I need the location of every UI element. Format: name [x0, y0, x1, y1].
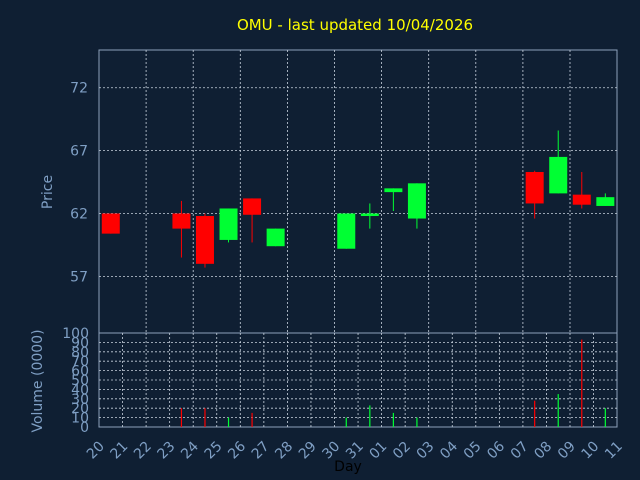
- candle-body: [101, 213, 120, 234]
- x-tick-label: 26: [225, 438, 249, 462]
- volume-tick-label: 100: [62, 326, 89, 342]
- price-tick-label: 72: [70, 81, 88, 97]
- candle-body: [337, 213, 356, 249]
- candle-body: [266, 228, 285, 247]
- price-tick-label: 57: [70, 269, 88, 285]
- candle-body: [360, 213, 379, 217]
- volume-tick-label: 80: [71, 345, 89, 361]
- candle-body: [525, 172, 544, 204]
- candle-body: [407, 183, 426, 219]
- grid-layer: [98, 49, 618, 428]
- x-tick-label: 03: [414, 439, 438, 463]
- x-tick-label: 04: [437, 438, 461, 462]
- volume-tick-label: 70: [71, 354, 89, 370]
- volume-tick-label: 30: [71, 392, 89, 408]
- candle-body: [384, 188, 403, 193]
- volume-tick-label: 10: [71, 411, 89, 427]
- chart-title: OMU - last updated 10/04/2026: [237, 16, 473, 34]
- x-tick-label: 28: [272, 439, 296, 463]
- volume-tick-label: 60: [71, 364, 89, 380]
- candle-body: [172, 213, 191, 229]
- x-tick-label: 10: [578, 439, 602, 463]
- candle-body: [572, 194, 591, 205]
- x-tick-label: 21: [107, 439, 131, 463]
- x-tick-label: 20: [84, 439, 108, 463]
- x-tick-label: 08: [531, 439, 555, 463]
- volume-tick-label: 50: [71, 373, 89, 389]
- x-tick-label: 22: [131, 439, 155, 463]
- volume-tick-label: 0: [80, 420, 89, 436]
- x-tick-label: 29: [296, 439, 320, 463]
- x-tick-label: 24: [178, 438, 202, 462]
- volume-axis-label: Volume (0000): [30, 329, 46, 432]
- candle-body: [243, 198, 262, 215]
- x-tick-label: 01: [367, 439, 391, 463]
- x-tick-label: 02: [390, 439, 414, 463]
- volume-tick-label: 90: [71, 335, 89, 351]
- x-tick-label: 27: [249, 439, 273, 463]
- x-tick-label: 06: [484, 438, 508, 462]
- volume-bars-layer: [180, 339, 606, 427]
- x-tick-label: 23: [155, 439, 179, 463]
- candle-body: [549, 156, 568, 194]
- x-tick-label: 11: [602, 439, 626, 463]
- x-axis-label: Day: [334, 459, 362, 475]
- x-tick-label: 25: [202, 439, 226, 463]
- x-tick-label: 05: [461, 439, 485, 463]
- price-tick-label: 62: [70, 207, 88, 223]
- volume-tick-label: 20: [71, 401, 89, 417]
- x-tick-label: 09: [555, 439, 579, 463]
- price-tick-label: 67: [70, 144, 88, 160]
- x-tick-label: 07: [508, 439, 532, 463]
- price-axis-label: Price: [40, 175, 56, 209]
- candle-body: [219, 208, 238, 240]
- candle-body: [596, 197, 615, 206]
- candle-body: [195, 216, 214, 264]
- candles-layer: [101, 130, 615, 268]
- volume-tick-label: 40: [71, 382, 89, 398]
